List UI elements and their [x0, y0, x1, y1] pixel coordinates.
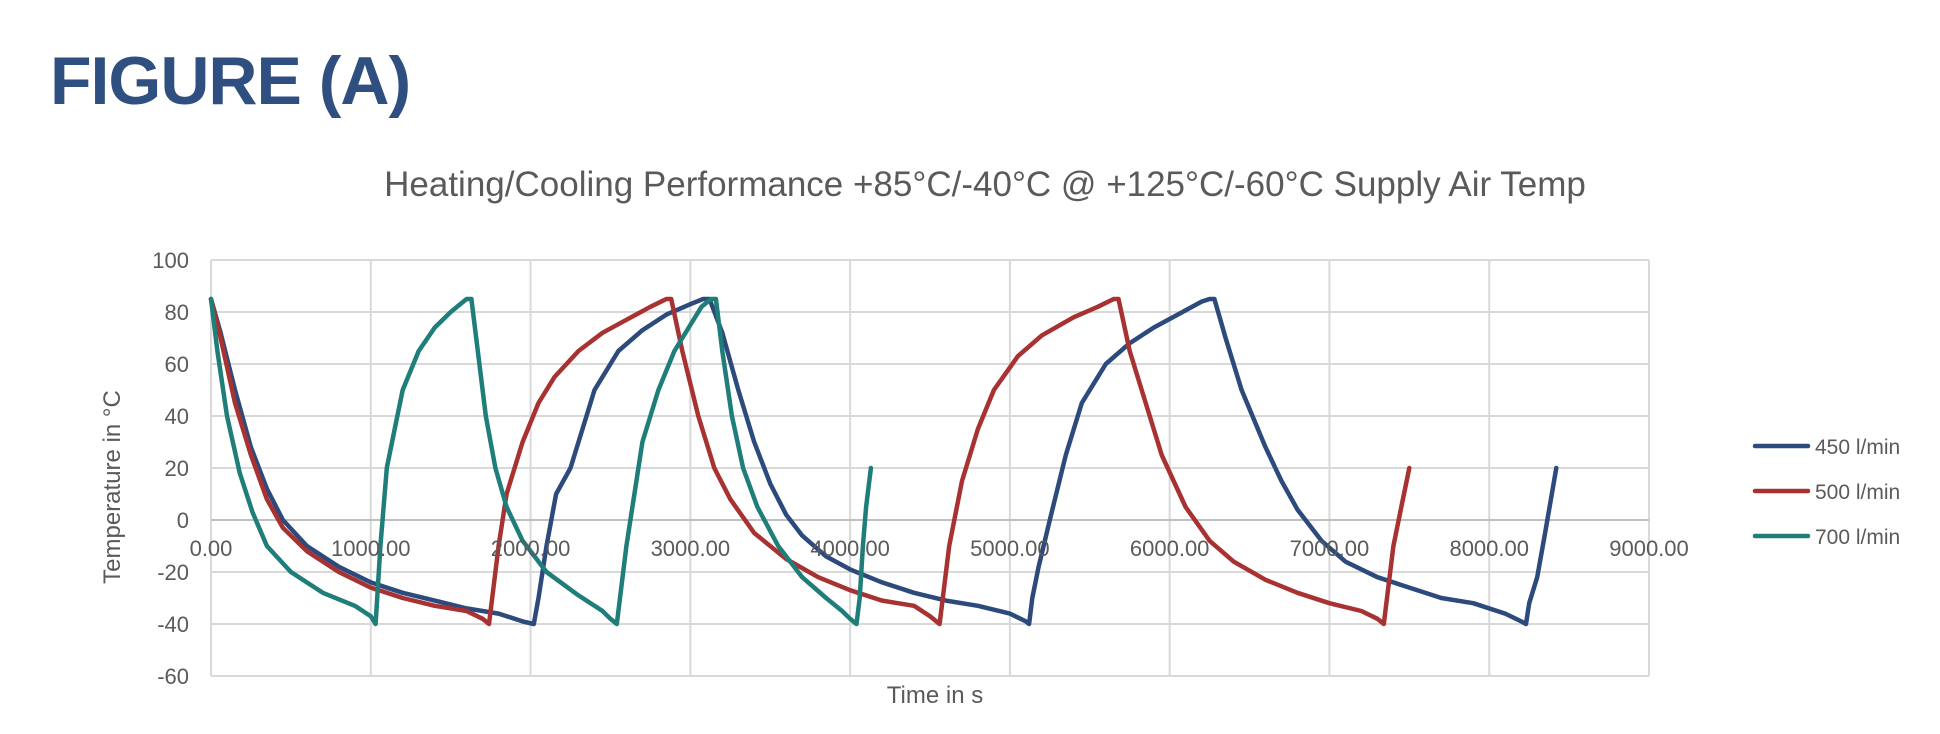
legend: 450 l/min 500 l/min 700 l/min: [1752, 436, 1900, 549]
series-line-3: [208, 296, 874, 627]
y-tick-label: 40: [165, 404, 189, 429]
x-tick-label: 5000.00: [970, 536, 1050, 561]
y-tick-label: 20: [165, 456, 189, 481]
x-tick-label: 1000.00: [331, 536, 411, 561]
series-line-1: [208, 296, 1559, 627]
y-tick-label: 100: [152, 248, 189, 273]
y-tick-label: -40: [157, 612, 189, 637]
chart-title: Heating/Cooling Performance +85°C/-40°C …: [384, 165, 1586, 204]
x-tick-label: 6000.00: [1130, 536, 1210, 561]
y-tick-label: -20: [157, 560, 189, 585]
y-tick-label: 60: [165, 352, 189, 377]
legend-label: 450 l/min: [1815, 436, 1900, 459]
figure-label: FIGURE (A): [50, 43, 411, 119]
legend-label: 700 l/min: [1815, 526, 1900, 549]
x-tick-label: 7000.00: [1290, 536, 1370, 561]
x-tick-label: 4000.00: [810, 536, 890, 561]
legend-label: 500 l/min: [1815, 481, 1900, 504]
x-tick-label: 9000.00: [1609, 536, 1689, 561]
y-tick-label: 80: [165, 300, 189, 325]
y-tick-label: 0: [177, 508, 189, 533]
x-tick-label: 2000.00: [491, 536, 571, 561]
series-line-2: [208, 296, 1412, 627]
series-layer: [208, 296, 1559, 627]
y-axis-title: Temperature in °C: [99, 390, 126, 584]
x-tick-label: 3000.00: [651, 536, 731, 561]
x-axis-title: Time in s: [887, 682, 983, 709]
x-tick-label: 0.00: [190, 536, 233, 561]
x-tick-label: 8000.00: [1449, 536, 1529, 561]
y-tick-label: -60: [157, 664, 189, 689]
